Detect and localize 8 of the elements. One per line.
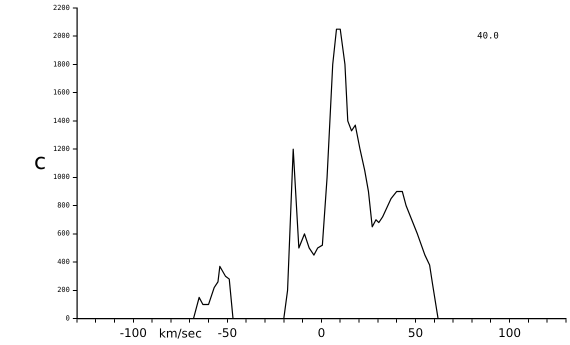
x-tick-label: 100 [498, 326, 522, 340]
annotation: 40.0 [477, 31, 499, 42]
x-tick-label: -100 [120, 326, 147, 340]
x-axis-title: km/sec [158, 326, 202, 341]
text: c [34, 150, 46, 176]
x-tick-label: 50 [408, 326, 424, 340]
x-tick-label: 0 [318, 326, 326, 340]
x-tick-label: -50 [218, 326, 238, 340]
